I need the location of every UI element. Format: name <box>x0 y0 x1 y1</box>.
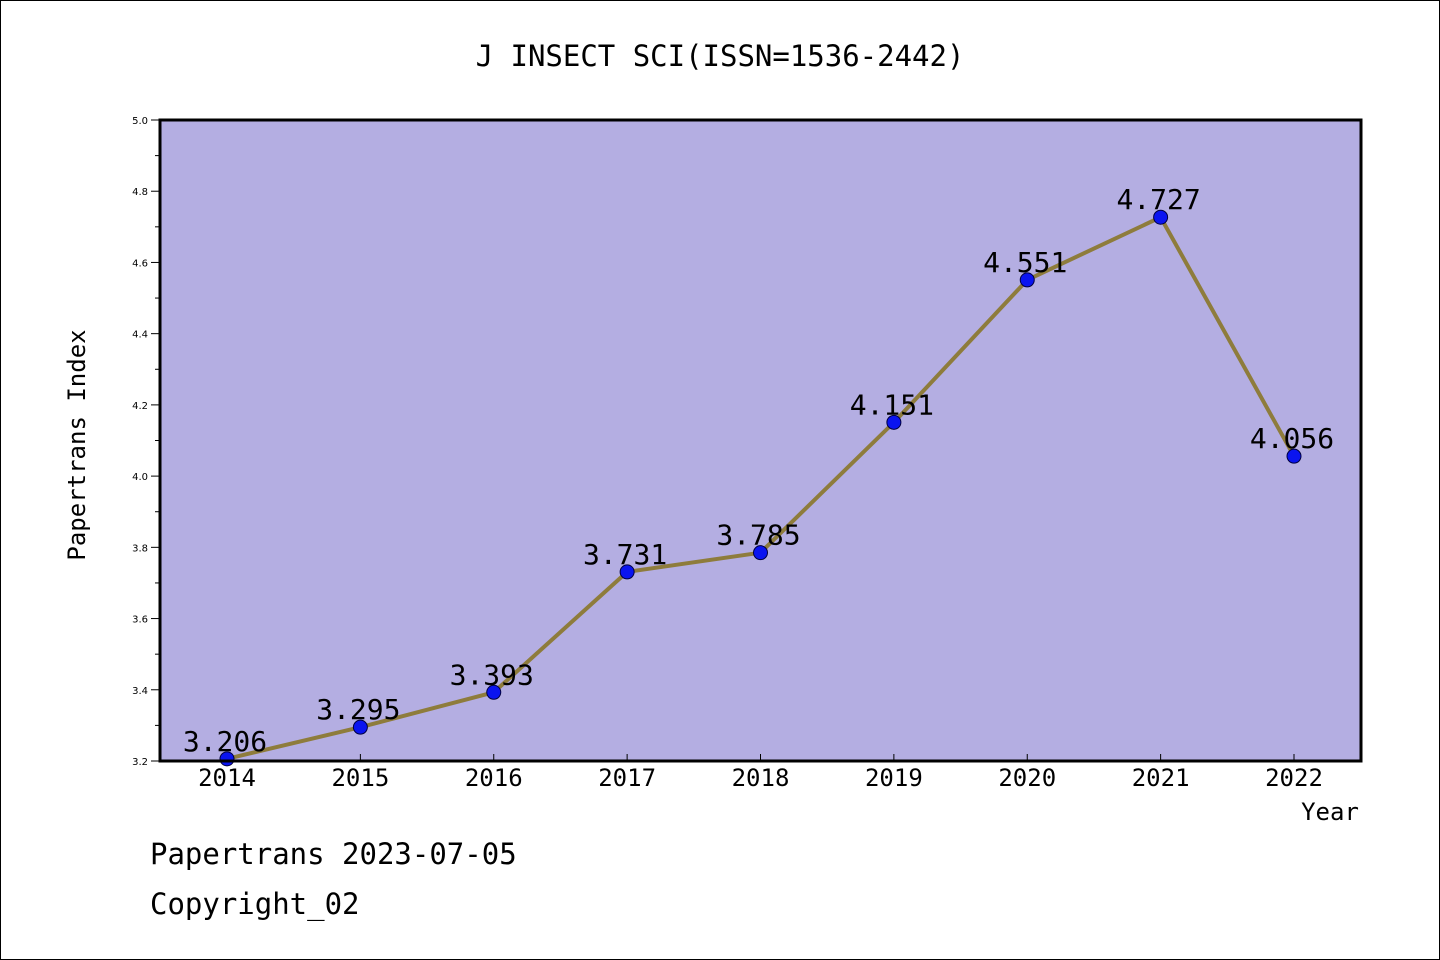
data-point <box>619 564 635 580</box>
y-tick-label: 3.8 <box>132 543 148 554</box>
data-point <box>1153 209 1169 225</box>
x-axis-ticks: 2014 2015 2016 2017 2018 2019 2020 2021 2022 <box>198 754 1323 792</box>
data-labels: 3.206 3.295 3.393 3.731 3.785 4.151 4.551 4.727… <box>183 183 1334 758</box>
data-label: 3.206 <box>183 725 267 758</box>
data-label: 3.393 <box>450 658 534 691</box>
x-tick-label: 2015 <box>331 764 389 792</box>
data-label: 3.731 <box>583 538 667 571</box>
plot-area <box>160 120 1361 761</box>
data-point <box>486 684 502 700</box>
x-tick-label: 2020 <box>998 764 1056 792</box>
x-tick-label: 2019 <box>865 764 923 792</box>
y-tick-label: 5.0 <box>132 116 148 127</box>
y-tick-label: 4.0 <box>132 472 148 483</box>
x-tick-label: 2017 <box>598 764 656 792</box>
data-label: 4.551 <box>983 246 1067 279</box>
y-axis-ticks: 3.2 3.4 3.6 3.8 4.0 4.2 4.4 4.6 4.8 5.0 <box>132 116 160 768</box>
x-tick-label: 2016 <box>465 764 523 792</box>
chart-title: J INSECT SCI(ISSN=1536-2442) <box>476 39 965 73</box>
data-point <box>1019 272 1035 288</box>
data-point <box>886 414 902 430</box>
plot-frame <box>158 118 1363 763</box>
data-point <box>352 719 368 735</box>
y-tick-label: 4.2 <box>132 401 148 412</box>
y-tick-label: 3.2 <box>132 757 148 768</box>
y-tick-label: 3.4 <box>132 686 148 697</box>
footer-date: Papertrans 2023-07-05 <box>150 837 517 871</box>
data-label: 4.151 <box>850 388 934 421</box>
data-point <box>753 545 768 561</box>
x-tick-label: 2022 <box>1265 764 1323 792</box>
x-tick-label: 2021 <box>1132 764 1190 792</box>
y-tick-label: 4.8 <box>132 187 148 198</box>
x-tick-label: 2018 <box>732 764 790 792</box>
y-tick-label: 3.6 <box>132 615 148 626</box>
x-tick-label: 2014 <box>198 764 256 792</box>
x-axis-label: Year <box>1301 798 1359 826</box>
footer-copyright: Copyright_02 <box>150 887 360 922</box>
data-label: 4.056 <box>1250 422 1334 455</box>
y-tick-label: 4.4 <box>132 330 148 341</box>
y-tick-label: 4.6 <box>132 258 148 269</box>
data-label: 3.785 <box>716 519 800 552</box>
data-label: 3.295 <box>316 693 400 726</box>
data-point <box>1286 448 1302 464</box>
data-label: 4.727 <box>1116 183 1200 216</box>
y-axis-label: Papertrans Index <box>63 329 91 560</box>
